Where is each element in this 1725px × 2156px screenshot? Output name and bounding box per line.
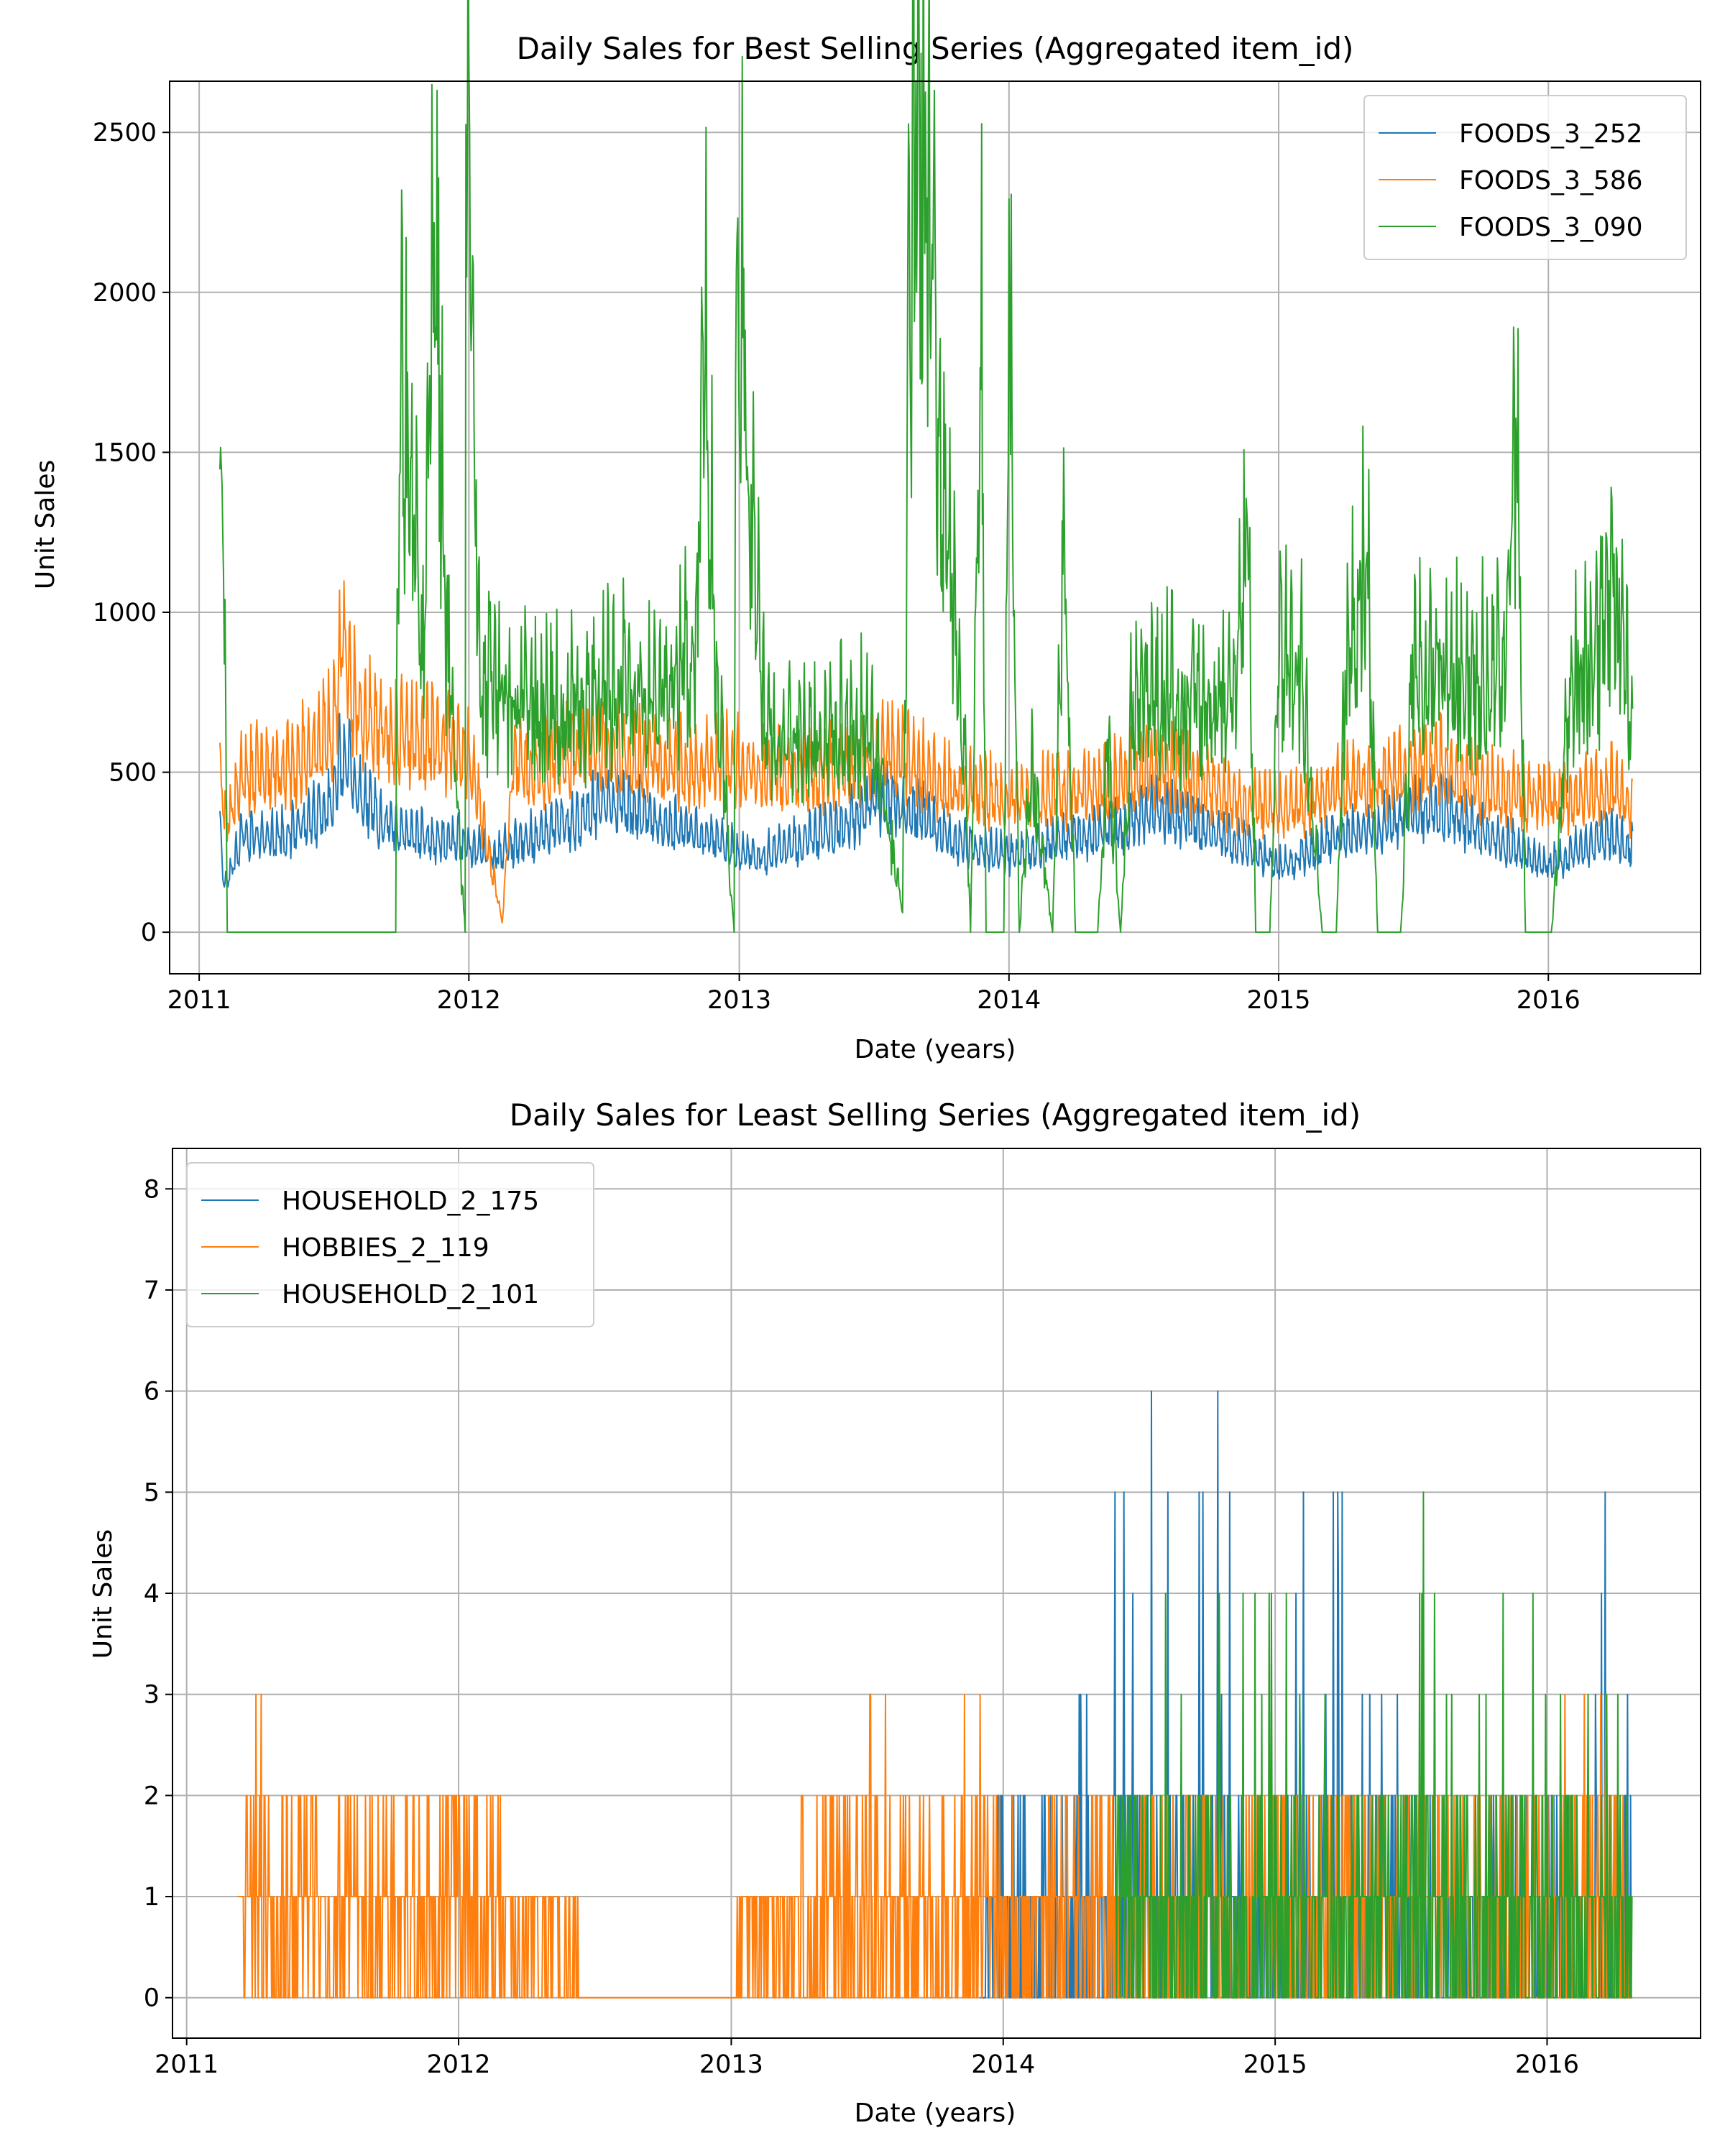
legend-label: FOODS_3_090 <box>1459 213 1643 242</box>
chart-title: Daily Sales for Best Selling Series (Agg… <box>517 31 1354 66</box>
plot-frame <box>169 80 1701 975</box>
legend-label: HOBBIES_2_119 <box>282 1233 489 1263</box>
series-line-FOODS_3_586 <box>218 580 1634 924</box>
x-tick-label: 2014 <box>971 2050 1035 2079</box>
x-axis-label: Date (years) <box>855 2099 1016 2128</box>
legend-label: HOUSEHOLD_2_175 <box>282 1187 539 1216</box>
series-line-HOUSEHOLD_2_101 <box>1115 1491 1633 1999</box>
legend-frame <box>186 1162 594 1327</box>
y-tick-label: 6 <box>144 1378 160 1406</box>
best-selling-chart: Daily Sales for Best Selling Series (Agg… <box>31 0 1701 1064</box>
y-tick-label: 2000 <box>93 279 157 308</box>
y-tick-label: 0 <box>144 1984 160 2013</box>
x-tick-label: 2016 <box>1515 2050 1579 2079</box>
y-tick-label: 7 <box>144 1276 160 1305</box>
x-tick-label: 2013 <box>699 2050 763 2079</box>
y-tick-label: 1 <box>144 1883 160 1912</box>
y-tick-label: 1000 <box>93 599 157 627</box>
x-tick-label: 2015 <box>1243 2050 1307 2079</box>
series-lines <box>218 0 1634 934</box>
y-tick-label: 5 <box>144 1478 160 1507</box>
legend: HOUSEHOLD_2_175 HOBBIES_2_119 HOUSEHOLD_2_… <box>186 1162 594 1327</box>
y-tick-label: 3 <box>144 1681 160 1710</box>
x-axis-label: Date (years) <box>855 1035 1016 1064</box>
legend: FOODS_3_252 FOODS_3_586 FOODS_3_090 <box>1363 95 1687 260</box>
least-selling-chart: Daily Sales for Least Selling Series (Ag… <box>88 1097 1701 2128</box>
series-line-FOODS_3_090 <box>218 0 1634 934</box>
x-tick-label: 2013 <box>707 986 771 1015</box>
x-tick-label: 2011 <box>155 2050 218 2079</box>
y-tick-label: 0 <box>141 918 157 947</box>
x-tick-label: 2016 <box>1517 986 1581 1015</box>
legend-label: FOODS_3_252 <box>1459 119 1643 149</box>
y-tick-label: 8 <box>144 1175 160 1204</box>
y-tick-label: 2500 <box>93 119 157 147</box>
legend-label: FOODS_3_586 <box>1459 166 1643 195</box>
series-lines <box>237 1390 1633 1999</box>
x-tick-label: 2012 <box>427 2050 491 2079</box>
x-tick-label: 2011 <box>167 986 231 1015</box>
x-tick-label: 2015 <box>1246 986 1310 1015</box>
chart-title: Daily Sales for Least Selling Series (Ag… <box>510 1097 1361 1133</box>
ticks: 2011 2012 2013 2014 2015 2016 0 500 1000 1500 2000… <box>93 119 1581 1015</box>
y-tick-label: 1500 <box>93 438 157 467</box>
y-axis-label: Unit Sales <box>88 1529 118 1659</box>
y-tick-label: 500 <box>109 759 157 788</box>
y-axis-label: Unit Sales <box>31 460 60 590</box>
x-tick-label: 2014 <box>977 986 1041 1015</box>
series-line-FOODS_3_252 <box>218 712 1634 888</box>
y-tick-label: 4 <box>144 1580 160 1608</box>
ticks: 2011 2012 2013 2014 2015 2016 0 1 2 3 4 5 6 7 8 <box>144 1175 1579 2079</box>
legend-label: HOUSEHOLD_2_101 <box>282 1280 539 1309</box>
y-tick-label: 2 <box>144 1782 160 1810</box>
x-tick-label: 2012 <box>437 986 501 1015</box>
legend-frame <box>1363 95 1687 260</box>
